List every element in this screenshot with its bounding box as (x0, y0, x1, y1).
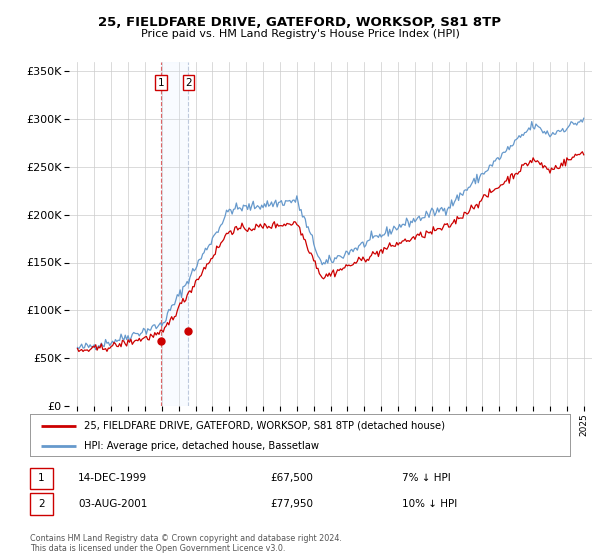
Text: 25, FIELDFARE DRIVE, GATEFORD, WORKSOP, S81 8TP: 25, FIELDFARE DRIVE, GATEFORD, WORKSOP, … (98, 16, 502, 29)
Text: 25, FIELDFARE DRIVE, GATEFORD, WORKSOP, S81 8TP (detached house): 25, FIELDFARE DRIVE, GATEFORD, WORKSOP, … (84, 421, 445, 431)
Text: 1: 1 (158, 78, 164, 88)
Text: 2: 2 (185, 78, 192, 88)
Text: 7% ↓ HPI: 7% ↓ HPI (402, 473, 451, 483)
Text: Contains HM Land Registry data © Crown copyright and database right 2024.
This d: Contains HM Land Registry data © Crown c… (30, 534, 342, 553)
Text: HPI: Average price, detached house, Bassetlaw: HPI: Average price, detached house, Bass… (84, 441, 319, 451)
Text: 14-DEC-1999: 14-DEC-1999 (78, 473, 147, 483)
Text: Price paid vs. HM Land Registry's House Price Index (HPI): Price paid vs. HM Land Registry's House … (140, 29, 460, 39)
Bar (161, 62, 188, 406)
Text: 10% ↓ HPI: 10% ↓ HPI (402, 499, 457, 509)
Text: £67,500: £67,500 (270, 473, 313, 483)
Text: 03-AUG-2001: 03-AUG-2001 (78, 499, 148, 509)
Text: 2: 2 (38, 499, 45, 509)
Text: 1: 1 (38, 473, 45, 483)
Text: £77,950: £77,950 (270, 499, 313, 509)
